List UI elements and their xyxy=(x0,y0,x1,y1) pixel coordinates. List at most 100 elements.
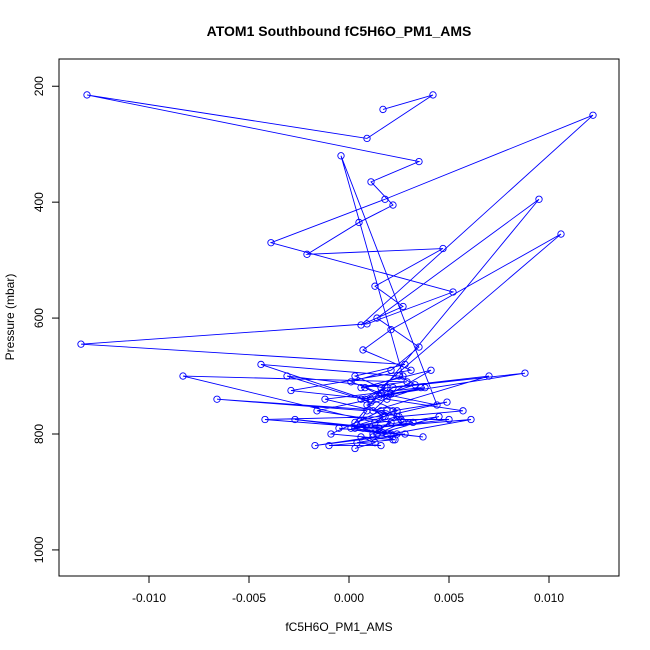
data-point xyxy=(361,383,369,392)
data-point xyxy=(367,178,375,186)
data-point xyxy=(387,418,395,427)
y-axis: 200 400 600 800 1000 xyxy=(32,76,59,563)
chart-title: ATOM1 Southbound fC5H6O_PM1_AMS xyxy=(207,23,472,39)
data-point xyxy=(389,436,397,444)
data-point xyxy=(429,91,437,99)
data-point xyxy=(409,418,417,427)
data-point xyxy=(467,415,475,424)
data-point xyxy=(83,91,91,99)
data-point xyxy=(371,439,379,447)
data-point xyxy=(373,314,381,322)
data-point xyxy=(337,152,345,160)
x-axis-title: fC5H6O_PM1_AMS xyxy=(285,620,392,634)
series-group xyxy=(77,91,597,453)
data-point xyxy=(415,157,423,166)
data-point xyxy=(381,412,389,421)
data-point xyxy=(359,346,367,354)
data-point xyxy=(351,372,359,380)
data-point xyxy=(363,134,371,143)
data-point xyxy=(359,424,367,432)
x-tick-label: 0.005 xyxy=(434,591,464,605)
y-tick-label: 800 xyxy=(32,424,46,444)
data-point xyxy=(353,421,361,429)
plot-area xyxy=(58,58,620,577)
data-point xyxy=(387,326,395,334)
data-point xyxy=(371,424,379,432)
data-point xyxy=(389,201,397,209)
data-point xyxy=(419,433,427,441)
data-point xyxy=(311,441,319,450)
x-tick-label: -0.010 xyxy=(132,591,166,605)
data-point xyxy=(351,444,359,453)
data-point xyxy=(399,372,407,380)
data-point xyxy=(303,250,311,258)
data-point xyxy=(379,105,387,114)
data-point xyxy=(421,383,429,392)
y-tick-label: 600 xyxy=(32,308,46,328)
data-point xyxy=(363,407,371,415)
data-point xyxy=(407,366,415,374)
data-point xyxy=(387,366,395,374)
data-point xyxy=(439,244,447,253)
x-tick-label: -0.005 xyxy=(232,591,266,605)
data-point xyxy=(261,415,269,424)
data-point xyxy=(367,398,375,406)
data-point xyxy=(327,430,335,438)
y-tick-label: 400 xyxy=(32,192,46,212)
data-point xyxy=(443,398,451,406)
data-point xyxy=(401,430,409,438)
x-tick-label: 0.000 xyxy=(334,591,364,605)
data-point xyxy=(383,395,391,403)
data-point xyxy=(521,369,529,377)
data-point xyxy=(389,383,397,392)
data-point xyxy=(381,383,389,392)
data-point xyxy=(399,302,407,311)
plot-frame xyxy=(58,58,620,577)
data-point xyxy=(397,415,405,424)
data-point xyxy=(257,360,265,369)
data-point xyxy=(401,360,409,369)
y-tick-label: 200 xyxy=(32,76,46,96)
series-line xyxy=(80,94,594,449)
data-point xyxy=(449,288,457,296)
x-tick-label: 0.010 xyxy=(534,591,564,605)
data-point xyxy=(435,412,443,421)
data-point xyxy=(347,378,355,386)
data-point xyxy=(377,441,385,450)
data-point xyxy=(287,386,295,395)
data-point xyxy=(375,424,383,432)
data-point xyxy=(381,195,389,203)
data-point xyxy=(363,424,371,432)
y-axis-title: Pressure (mbar) xyxy=(3,274,17,361)
data-point xyxy=(383,430,391,438)
data-point xyxy=(357,395,365,403)
data-point xyxy=(395,372,403,380)
data-point xyxy=(393,430,401,438)
data-point xyxy=(357,433,365,441)
y-tick-label: 1000 xyxy=(32,536,46,563)
data-point xyxy=(291,415,299,424)
data-point xyxy=(433,401,441,409)
data-point xyxy=(589,111,597,119)
x-axis: -0.010 -0.005 0.000 0.005 0.010 xyxy=(132,576,564,605)
data-point xyxy=(411,381,419,389)
data-point xyxy=(371,418,379,427)
data-point xyxy=(459,407,467,415)
data-point xyxy=(321,395,329,403)
data-point xyxy=(417,383,425,392)
data-point xyxy=(375,392,383,400)
data-point xyxy=(313,407,321,415)
data-point xyxy=(371,282,379,290)
data-point xyxy=(361,395,369,403)
data-point xyxy=(357,383,365,392)
data-point xyxy=(325,441,333,450)
data-point xyxy=(213,395,221,403)
data-point xyxy=(445,415,453,424)
data-point xyxy=(179,372,187,380)
data-point xyxy=(363,320,371,328)
data-point xyxy=(485,372,493,380)
data-point xyxy=(367,424,375,432)
data-point xyxy=(355,218,363,227)
data-point xyxy=(427,366,435,374)
